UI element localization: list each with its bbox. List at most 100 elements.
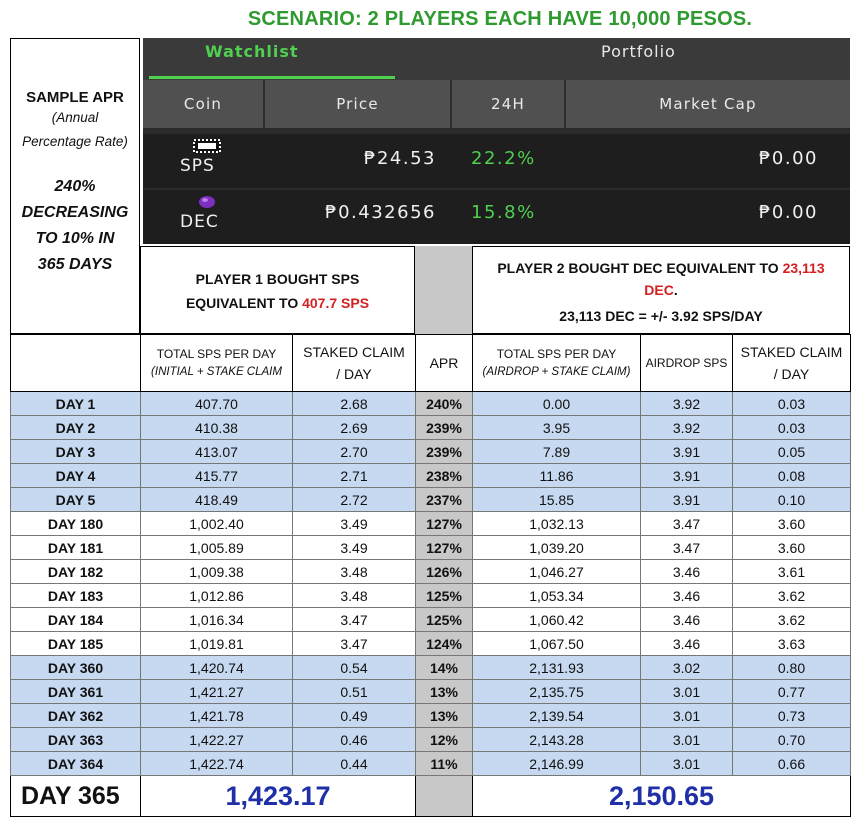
apr-cell: 239% xyxy=(415,439,473,464)
row-day: DAY 184 xyxy=(10,607,141,632)
p2-claim-cell: 0.80 xyxy=(732,655,851,680)
player1-line2: EQUIVALENT TO 407.7 SPS xyxy=(185,295,370,311)
p2-total-cell: 11.86 xyxy=(472,463,641,488)
info-big-2: DECREASING xyxy=(21,204,129,221)
apr-cell: 13% xyxy=(415,679,473,704)
final-p2-total: 2,150.65 xyxy=(472,775,851,817)
header-p2-claim: STAKED CLAIM / DAY xyxy=(732,334,851,392)
player1-summary: PLAYER 1 BOUGHT SPS EQUIVALENT TO 407.7 … xyxy=(140,246,415,334)
p2-airdrop-cell: 3.01 xyxy=(640,751,733,776)
p2-claim-cell: 0.70 xyxy=(732,727,851,752)
col-24h[interactable]: 24H xyxy=(491,95,525,113)
p1-claim-cell: 3.49 xyxy=(292,535,416,560)
p2-airdrop-cell: 3.02 xyxy=(640,655,733,680)
player2-line1: PLAYER 2 BOUGHT DEC EQUIVALENT TO 23,113 xyxy=(497,260,825,276)
row-day: DAY 3 xyxy=(10,439,141,464)
p2-total-cell: 1,067.50 xyxy=(472,631,641,656)
col-divider xyxy=(263,80,265,128)
coin-24h-change: 15.8% xyxy=(471,202,536,223)
table-row: DAY 181 1,005.89 3.49 127% 1,039.20 3.47 3.60 xyxy=(10,535,851,560)
p2-claim-cell: 3.60 xyxy=(732,535,851,560)
header-apr: APR xyxy=(415,334,473,392)
p2-claim-cell: 0.05 xyxy=(732,439,851,464)
p1-claim-cell: 0.51 xyxy=(292,679,416,704)
p2-total-cell: 2,143.28 xyxy=(472,727,641,752)
p1-claim-cell: 2.70 xyxy=(292,439,416,464)
apr-cell: 127% xyxy=(415,535,473,560)
table-row: DAY 360 1,420.74 0.54 14% 2,131.93 3.02 0.80 xyxy=(10,655,851,680)
info-big-4: 365 DAYS xyxy=(37,256,113,273)
final-day: DAY 365 xyxy=(10,775,141,817)
player2-summary: PLAYER 2 BOUGHT DEC EQUIVALENT TO 23,113… xyxy=(472,246,850,334)
apr-cell: 237% xyxy=(415,487,473,512)
p2-claim-cell: 0.73 xyxy=(732,703,851,728)
p2-total-cell: 1,060.42 xyxy=(472,607,641,632)
p1-total-cell: 1,422.74 xyxy=(140,751,293,776)
tab-bar: Watchlist Portfolio xyxy=(143,38,850,80)
active-tab-indicator xyxy=(149,76,395,79)
apr-cell: 127% xyxy=(415,511,473,536)
p2-airdrop-cell: 3.92 xyxy=(640,415,733,440)
p2-airdrop-cell: 3.91 xyxy=(640,439,733,464)
p2-airdrop-cell: 3.01 xyxy=(640,679,733,704)
p1-claim-cell: 3.47 xyxy=(292,631,416,656)
p2-airdrop-cell: 3.01 xyxy=(640,703,733,728)
col-divider xyxy=(564,80,566,128)
table-row: DAY 361 1,421.27 0.51 13% 2,135.75 3.01 0.77 xyxy=(10,679,851,704)
row-day: DAY 4 xyxy=(10,463,141,488)
table-row: DAY 363 1,422.27 0.46 12% 2,143.28 3.01 0.70 xyxy=(10,727,851,752)
header-p1-total: TOTAL SPS PER DAY (INITIAL + STAKE CLAIM xyxy=(140,334,293,392)
p2-airdrop-cell: 3.46 xyxy=(640,583,733,608)
coin-market-cap: ₱0.00 xyxy=(758,148,818,169)
coin-row-dec[interactable]: DEC ₱0.432656 15.8% ₱0.00 xyxy=(143,190,850,244)
p2-claim-cell: 0.66 xyxy=(732,751,851,776)
row-day: DAY 364 xyxy=(10,751,141,776)
p2-airdrop-cell: 3.46 xyxy=(640,631,733,656)
row-day: DAY 183 xyxy=(10,583,141,608)
p1-claim-cell: 3.47 xyxy=(292,607,416,632)
table-row: DAY 364 1,422.74 0.44 11% 2,146.99 3.01 0.66 xyxy=(10,751,851,776)
apr-cell: 240% xyxy=(415,391,473,416)
p1-total-cell: 413.07 xyxy=(140,439,293,464)
final-p1-total: 1,423.17 xyxy=(140,775,416,817)
row-day: DAY 181 xyxy=(10,535,141,560)
sps-logo-icon xyxy=(193,139,221,153)
header-blank xyxy=(10,334,141,392)
header-p2-airdrop: AIRDROP SPS xyxy=(640,334,733,392)
header-p2-total: TOTAL SPS PER DAY (AIRDROP + STAKE CLAIM… xyxy=(472,334,641,392)
coin-row-sps[interactable]: SPS ₱24.53 22.2% ₱0.00 xyxy=(143,134,850,188)
info-big-1: 240% xyxy=(54,178,96,195)
col-market-cap[interactable]: Market Cap xyxy=(659,95,757,113)
p1-claim-cell: 2.69 xyxy=(292,415,416,440)
p2-airdrop-cell: 3.46 xyxy=(640,559,733,584)
col-price[interactable]: Price xyxy=(336,95,379,113)
p1-claim-cell: 0.54 xyxy=(292,655,416,680)
row-day: DAY 1 xyxy=(10,391,141,416)
coin-price: ₱0.432656 xyxy=(325,202,436,223)
apr-cell: 124% xyxy=(415,631,473,656)
p1-total-cell: 1,005.89 xyxy=(140,535,293,560)
p2-claim-cell: 3.60 xyxy=(732,511,851,536)
player2-line2: DEC. xyxy=(644,282,678,298)
p1-total-cell: 1,019.81 xyxy=(140,631,293,656)
p2-claim-cell: 3.61 xyxy=(732,559,851,584)
p2-airdrop-cell: 3.47 xyxy=(640,511,733,536)
coin-market-cap: ₱0.00 xyxy=(758,202,818,223)
p2-total-cell: 3.95 xyxy=(472,415,641,440)
apr-cell: 12% xyxy=(415,727,473,752)
col-coin[interactable]: Coin xyxy=(183,95,223,113)
tab-portfolio[interactable]: Portfolio xyxy=(601,42,676,61)
coin-price: ₱24.53 xyxy=(364,148,436,169)
p1-claim-cell: 3.48 xyxy=(292,559,416,584)
tab-watchlist[interactable]: Watchlist xyxy=(205,42,299,61)
sps-projection-table: TOTAL SPS PER DAY (INITIAL + STAKE CLAIM… xyxy=(10,334,851,817)
table-header-row: TOTAL SPS PER DAY (INITIAL + STAKE CLAIM… xyxy=(10,334,851,392)
table-row: DAY 4 415.77 2.71 238% 11.86 3.91 0.08 xyxy=(10,463,851,488)
player2-line3: 23,113 DEC = +/- 3.92 SPS/DAY xyxy=(559,308,763,324)
p2-claim-cell: 0.77 xyxy=(732,679,851,704)
p1-claim-cell: 0.44 xyxy=(292,751,416,776)
p1-claim-cell: 2.68 xyxy=(292,391,416,416)
apr-cell: 238% xyxy=(415,463,473,488)
player1-line1: PLAYER 1 BOUGHT SPS xyxy=(195,271,360,287)
table-body: DAY 1 407.70 2.68 240% 0.00 3.92 0.03 DAY 2 410.… xyxy=(10,391,851,776)
